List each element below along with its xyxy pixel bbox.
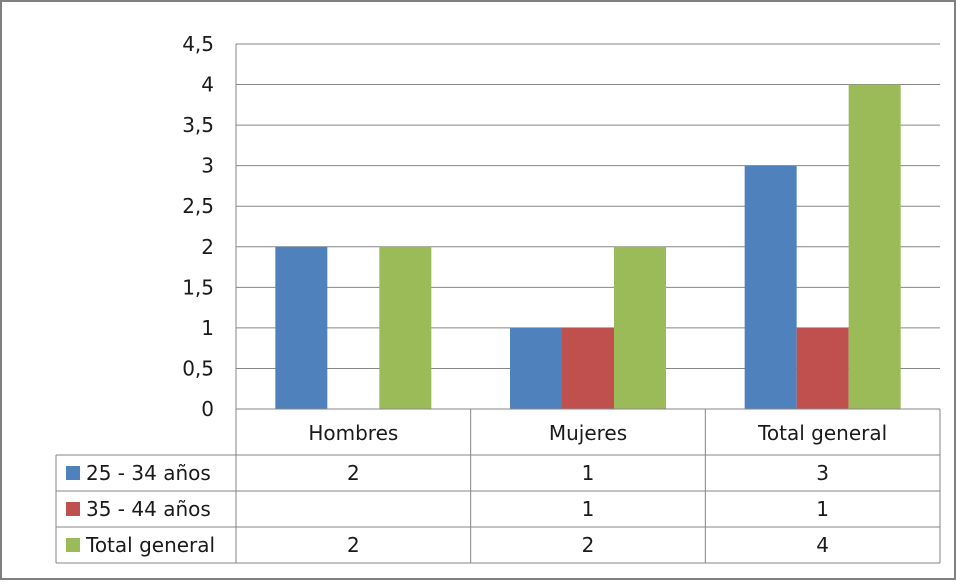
bar	[510, 327, 562, 409]
bar	[848, 84, 901, 410]
data-label: 2	[347, 461, 360, 485]
data-table: Hombres Mujeres Total general 25 - 34 años 2…	[55, 408, 941, 564]
data-label: 2	[347, 533, 360, 557]
bar	[744, 165, 797, 409]
y-tick-label: 1,5	[182, 275, 214, 299]
y-tick-label: 2,5	[182, 194, 214, 218]
data-label: 3	[816, 461, 829, 485]
bar	[796, 327, 849, 409]
category-label: Mujeres	[549, 421, 627, 445]
category-label: Total general	[757, 421, 887, 445]
legend-label: Total general	[85, 533, 215, 557]
data-label: 1	[582, 461, 595, 485]
legend-swatch	[66, 502, 80, 516]
legend-label: 25 - 34 años	[86, 461, 211, 485]
legend-swatch	[66, 538, 80, 552]
bar	[379, 246, 432, 409]
gridlines	[235, 43, 940, 410]
y-axis-ticks: 0 0,5 1 1,5 2 2,5 3 3,5 4 4,5	[182, 32, 214, 421]
category-label: Hombres	[308, 421, 398, 445]
y-tick-label: 0	[201, 397, 214, 421]
legend-swatch	[66, 466, 80, 480]
bar	[275, 246, 328, 409]
bars	[275, 84, 901, 410]
y-tick-label: 1	[201, 316, 214, 340]
y-tick-label: 0,5	[182, 356, 214, 380]
bar	[614, 246, 666, 409]
y-tick-label: 4	[201, 73, 214, 97]
data-label: 2	[582, 533, 595, 557]
y-tick-label: 3,5	[182, 113, 214, 137]
y-tick-label: 3	[201, 154, 214, 178]
y-tick-label: 4,5	[182, 32, 214, 56]
data-label: 1	[582, 497, 595, 521]
data-label: 4	[816, 533, 829, 557]
legend-label: 35 - 44 años	[86, 497, 211, 521]
y-tick-label: 2	[201, 235, 214, 259]
data-label: 1	[816, 497, 829, 521]
bar	[562, 327, 614, 409]
